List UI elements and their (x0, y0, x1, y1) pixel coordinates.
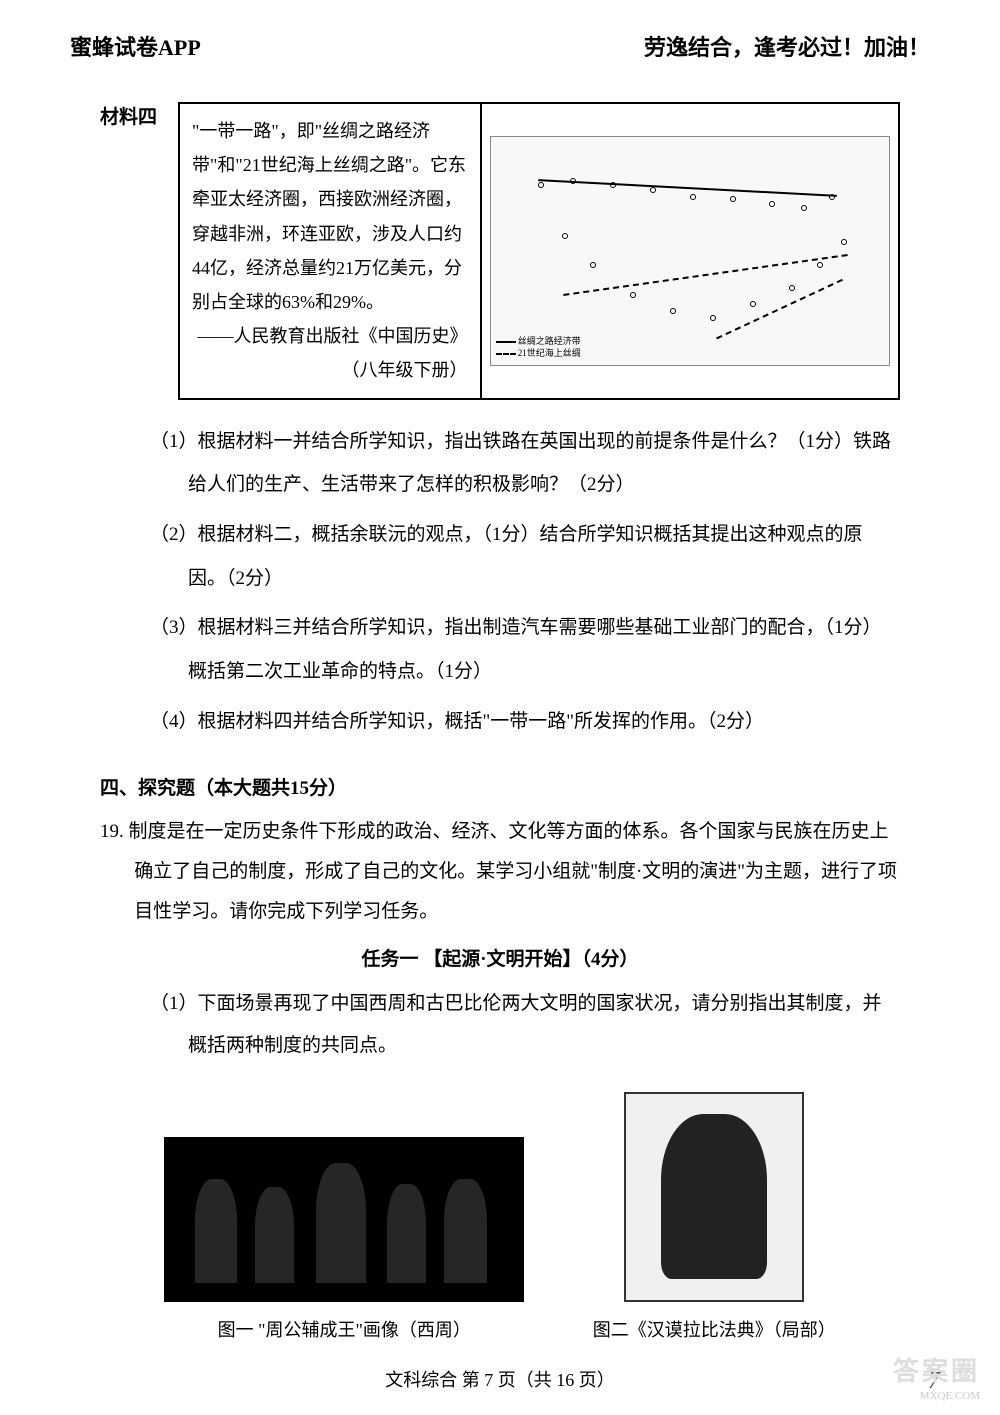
material-4-map-box: 丝绸之路经济带 21世纪海上丝绸 (482, 104, 898, 398)
figure-1-image (164, 1137, 524, 1302)
question-19-intro: 19. 制度是在一定历史条件下形成的政治、经济、文化等方面的体系。各个国家与民族… (100, 812, 900, 932)
watermark: 答案圈 MXQE.COM (893, 1355, 980, 1403)
material-4-source: ——人民教育出版社《中国历史》（八年级下册） (192, 319, 468, 387)
section-4-title: 四、探究题（本大题共15分） (100, 773, 900, 800)
task-1-title: 任务一 【起源·文明开始】（4分） (100, 944, 900, 971)
map-legend: 丝绸之路经济带 21世纪海上丝绸 (496, 335, 581, 360)
page-footer: 文科综合 第 7 页（共 16 页） (100, 1366, 900, 1392)
figure-2-caption: 图二《汉谟拉比法典》（局部） (593, 1314, 836, 1346)
watermark-main: 答案圈 (893, 1355, 980, 1389)
question-2: （2）根据材料二，概括余联沅的观点，（1分）结合所学知识概括其提出这种观点的原因… (150, 513, 900, 600)
figure-1-block: 图一 "周公辅成王"画像（西周） (164, 1137, 524, 1346)
material-4-text: "一带一路"，即"丝绸之路经济带"和"21世纪海上丝绸之路"。它东牵亚太经济圈，… (180, 104, 482, 398)
material-4-label: 材料四 (100, 102, 170, 129)
page-header: 蜜蜂试卷APP 劳逸结合，逢考必过！加油！ (0, 0, 1000, 82)
legend-land-label: 丝绸之路经济带 (518, 336, 581, 346)
question-1: （1）根据材料一并结合所学知识，指出铁路在英国出现的前提条件是什么？（1分）铁路… (150, 420, 900, 507)
material-4-row: 材料四 "一带一路"，即"丝绸之路经济带"和"21世纪海上丝绸之路"。它东牵亚太… (100, 102, 900, 400)
figure-2-block: 图二《汉谟拉比法典》（局部） (593, 1092, 836, 1346)
task-1-question: （1）下面场景再现了中国西周和古巴比伦两大文明的国家状况，请分别指出其制度，并概… (150, 983, 900, 1067)
silk-road-map: 丝绸之路经济带 21世纪海上丝绸 (490, 136, 890, 366)
legend-sea-label: 21世纪海上丝绸 (518, 348, 581, 358)
material-4-container: "一带一路"，即"丝绸之路经济带"和"21世纪海上丝绸之路"。它东牵亚太经济圈，… (178, 102, 900, 400)
figures-row: 图一 "周公辅成王"画像（西周） 图二《汉谟拉比法典》（局部） (130, 1092, 870, 1346)
main-content: 材料四 "一带一路"，即"丝绸之路经济带"和"21世纪海上丝绸之路"。它东牵亚太… (0, 82, 1000, 1392)
app-name: 蜜蜂试卷APP (70, 30, 201, 62)
header-slogan: 劳逸结合，逢考必过！加油！ (644, 30, 930, 62)
question-3: （3）根据材料三并结合所学知识，指出制造汽车需要哪些基础工业部门的配合，（1分）… (150, 606, 900, 693)
watermark-url: MXQE.COM (893, 1389, 980, 1403)
material-4-body: "一带一路"，即"丝绸之路经济带"和"21世纪海上丝绸之路"。它东牵亚太经济圈，… (192, 121, 466, 312)
question-4: （4）根据材料四并结合所学知识，概括"一带一路"所发挥的作用。（2分） (150, 700, 900, 744)
figure-1-caption: 图一 "周公辅成王"画像（西周） (164, 1314, 524, 1346)
figure-2-image (624, 1092, 804, 1302)
